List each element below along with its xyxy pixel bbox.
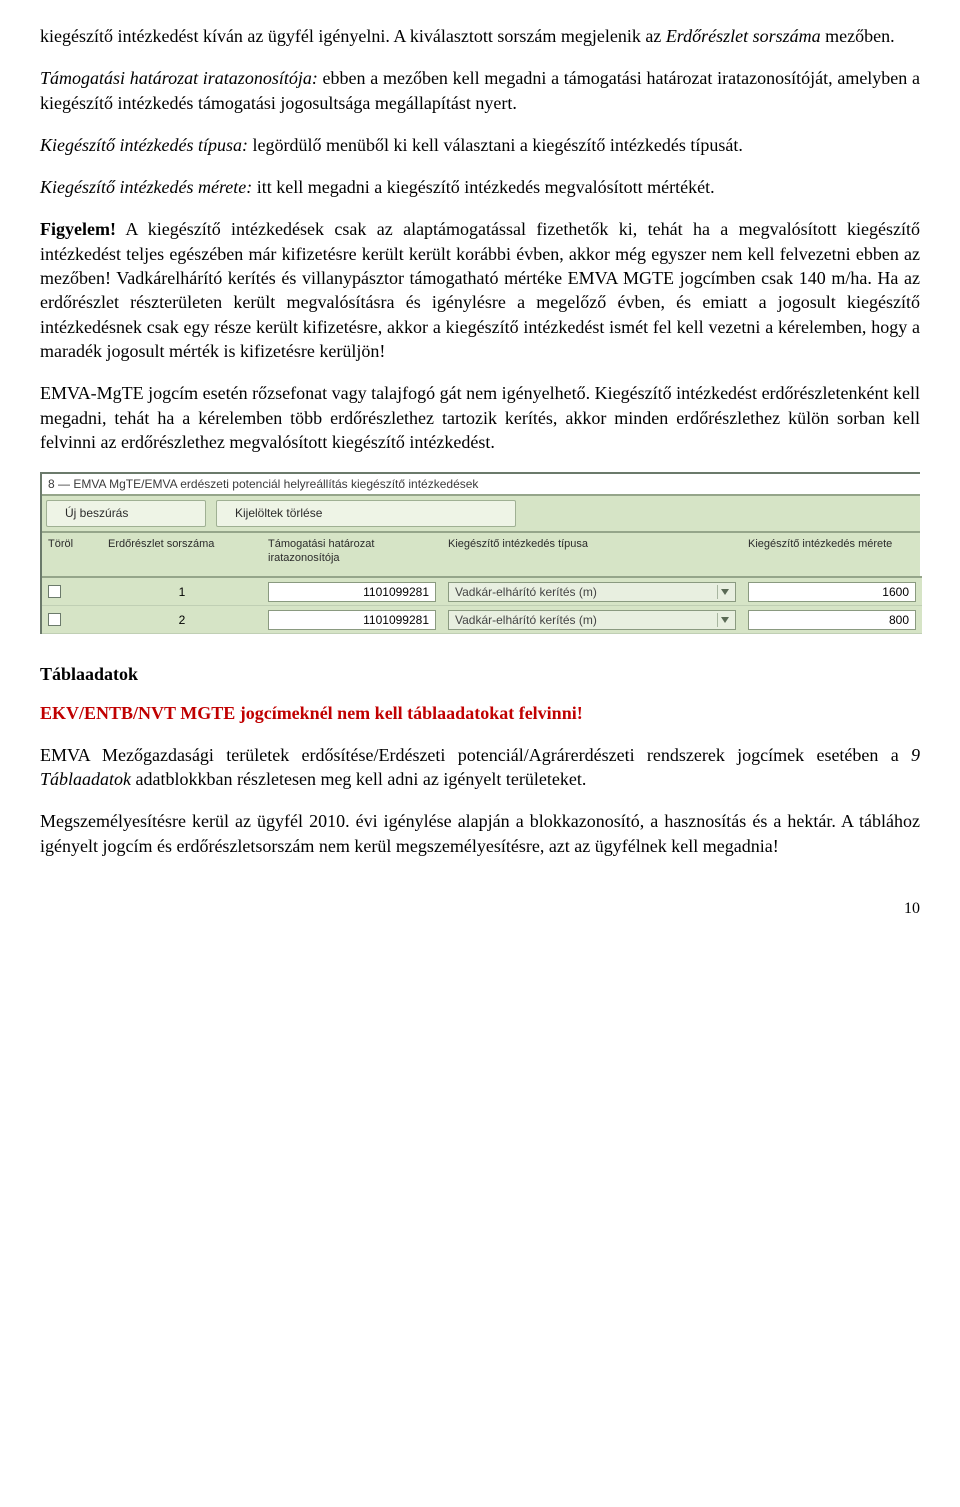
col-header-torol: Töröl: [42, 533, 102, 579]
app-panel: 8 — EMVA MgTE/EMVA erdészeti potenciál h…: [40, 472, 920, 634]
paragraph-emva-jogcimek: EMVA Mezőgazdasági területek erdősítése/…: [40, 743, 920, 792]
chevron-down-icon: [717, 613, 731, 627]
cell-sorszam: 1: [102, 578, 262, 606]
meret-input[interactable]: 1600: [748, 582, 916, 602]
col-header-irat: Támogatási határozat iratazonosítója: [262, 533, 442, 579]
col-header-meret: Kiegészítő intézkedés mérete: [742, 533, 922, 579]
tipus-select[interactable]: Vadkár-elhárító kerítés (m): [448, 610, 736, 630]
paragraph-iratazon: Támogatási határozat iratazonosítója: eb…: [40, 66, 920, 115]
text: itt kell megadni a kiegészítő intézkedés…: [252, 177, 714, 197]
text: kiegészítő intézkedést kíván az ügyfél i…: [40, 26, 666, 46]
field-label: Kiegészítő intézkedés mérete:: [40, 177, 252, 197]
field-label: Támogatási határozat iratazonosítója:: [40, 68, 318, 88]
tipus-select[interactable]: Vadkár-elhárító kerítés (m): [448, 582, 736, 602]
cell-torol: [42, 606, 102, 634]
cell-irat: 1101099281: [262, 606, 442, 634]
toolbar: Új beszúrás Kijelöltek törlése: [42, 496, 920, 532]
irat-input[interactable]: 1101099281: [268, 582, 436, 602]
text: adatblokkban részletesen meg kell adni a…: [131, 769, 586, 789]
meret-input[interactable]: 800: [748, 610, 916, 630]
select-value: Vadkár-elhárító kerítés (m): [455, 584, 597, 600]
cell-irat: 1101099281: [262, 578, 442, 606]
cell-tipus: Vadkár-elhárító kerítés (m): [442, 606, 742, 634]
text: EMVA Mezőgazdasági területek erdősítése/…: [40, 745, 911, 765]
insert-button[interactable]: Új beszúrás: [46, 500, 206, 526]
panel-title: 8 — EMVA MgTE/EMVA erdészeti potenciál h…: [42, 474, 920, 496]
cell-sorszam: 2: [102, 606, 262, 634]
irat-input[interactable]: 1101099281: [268, 610, 436, 630]
cell-torol: [42, 578, 102, 606]
section-title-tablaadatok: Táblaadatok: [40, 662, 920, 686]
cell-tipus: Vadkár-elhárító kerítés (m): [442, 578, 742, 606]
paragraph-meret: Kiegészítő intézkedés mérete: itt kell m…: [40, 175, 920, 199]
col-header-sorszam: Erdőrészlet sorszáma: [102, 533, 262, 579]
text: A kiegészítő intézkedések csak az alaptá…: [40, 219, 920, 360]
text: mezőben.: [821, 26, 895, 46]
cell-meret: 800: [742, 606, 922, 634]
data-grid: Töröl Erdőrészlet sorszáma Támogatási ha…: [42, 533, 920, 635]
paragraph-warning: Figyelem! A kiegészítő intézkedések csak…: [40, 217, 920, 363]
field-label: Kiegészítő intézkedés típusa:: [40, 135, 248, 155]
paragraph-megszemelyesites: Megszemélyesítésre kerül az ügyfél 2010.…: [40, 809, 920, 858]
text: legördülő menüből ki kell választani a k…: [248, 135, 743, 155]
paragraph-emva-mgte: EMVA-MgTE jogcím esetén rőzsefonat vagy …: [40, 381, 920, 454]
red-warning-line: EKV/ENTB/NVT MGTE jogcímeknél nem kell t…: [40, 701, 920, 725]
col-header-tipus: Kiegészítő intézkedés típusa: [442, 533, 742, 579]
checkbox[interactable]: [48, 585, 61, 598]
delete-selected-button[interactable]: Kijelöltek törlése: [216, 500, 516, 526]
select-value: Vadkár-elhárító kerítés (m): [455, 612, 597, 628]
warning-label: Figyelem!: [40, 219, 116, 239]
cell-meret: 1600: [742, 578, 922, 606]
paragraph-intro: kiegészítő intézkedést kíván az ügyfél i…: [40, 24, 920, 48]
page-number: 10: [40, 898, 920, 920]
paragraph-tipus: Kiegészítő intézkedés típusa: legördülő …: [40, 133, 920, 157]
emphasis: Erdőrészlet sorszáma: [666, 26, 821, 46]
checkbox[interactable]: [48, 613, 61, 626]
chevron-down-icon: [717, 585, 731, 599]
